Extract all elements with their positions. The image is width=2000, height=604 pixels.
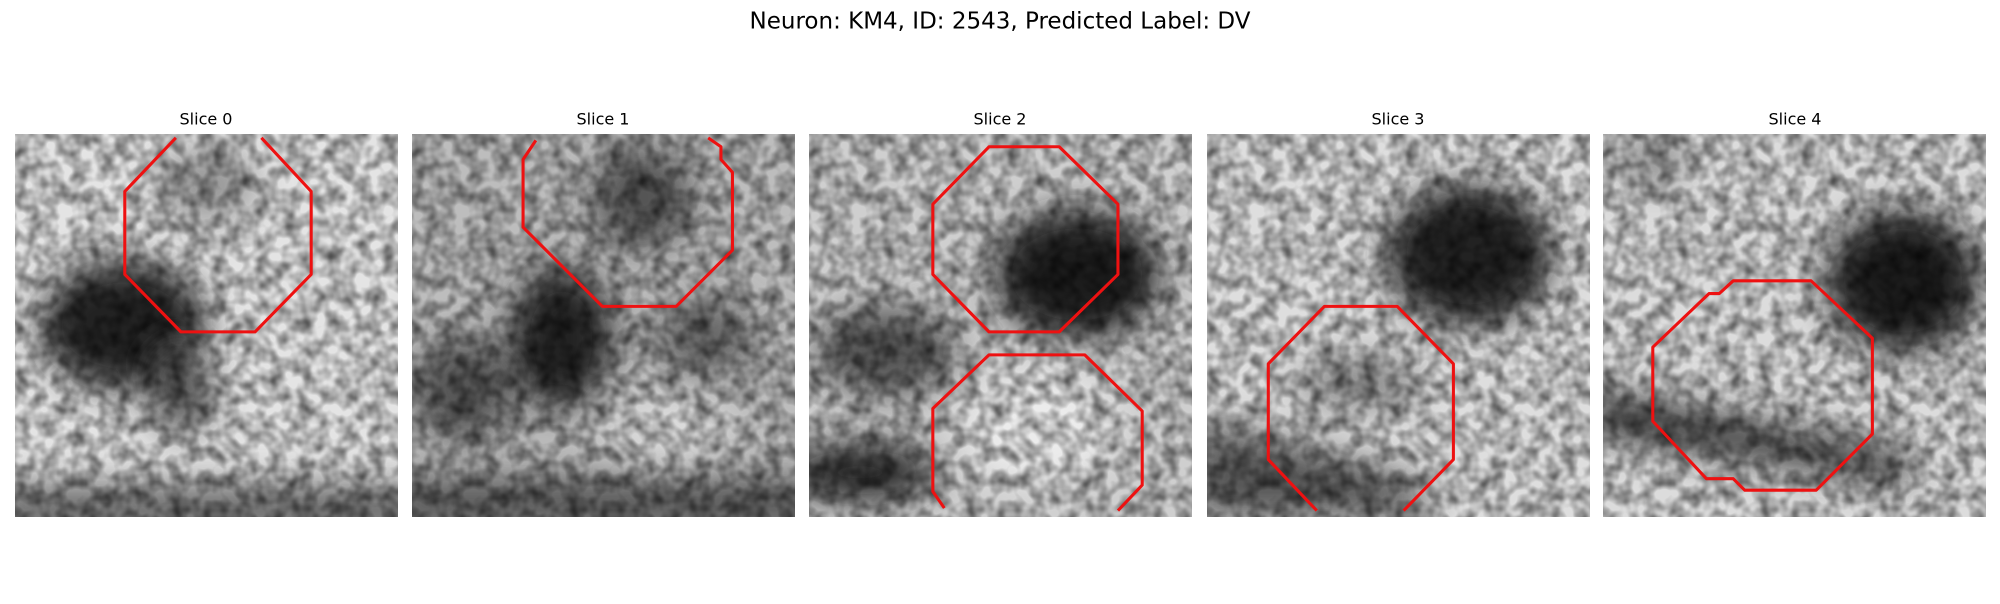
panel: [1603, 134, 1986, 517]
contour: [931, 145, 1120, 334]
panel-title: Slice 0: [180, 110, 233, 129]
texture: [1603, 134, 1986, 517]
image: [809, 134, 1192, 517]
panel-title: Slice 3: [1372, 110, 1425, 129]
panel-title: Slice 2: [974, 110, 1027, 129]
image: [1207, 134, 1590, 517]
panel: [15, 134, 398, 517]
contour: [123, 136, 313, 334]
panel: [1207, 134, 1590, 517]
texture: [15, 134, 398, 517]
texture: [1207, 134, 1590, 517]
texture: [809, 134, 1192, 517]
texture: [412, 134, 795, 517]
image: [15, 134, 398, 517]
panel-title: Slice 4: [1769, 110, 1822, 129]
panel-title: Slice 1: [577, 110, 630, 129]
contour: [521, 136, 734, 308]
panel: [412, 134, 795, 517]
panel: [809, 134, 1192, 517]
image: [412, 134, 795, 517]
contour: [1266, 304, 1455, 512]
figure-title: Neuron: KM4, ID: 2543, Predicted Label: …: [750, 9, 1251, 35]
contour: [931, 353, 1144, 512]
contour: [1651, 279, 1874, 492]
image: [1603, 134, 1986, 517]
